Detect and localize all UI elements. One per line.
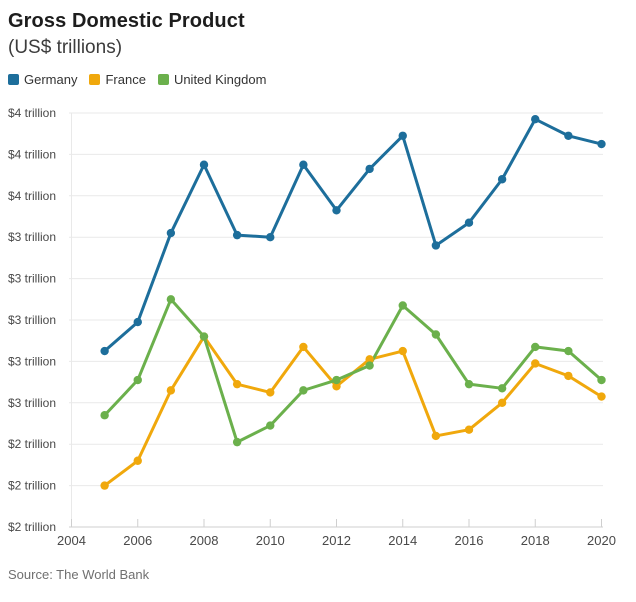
legend-label: Germany xyxy=(24,71,78,87)
x-tick-label: 2008 xyxy=(190,533,219,548)
x-tick-label: 2004 xyxy=(57,533,86,548)
x-tick-label: 2016 xyxy=(455,533,484,548)
data-point-france-2011 xyxy=(299,342,308,352)
data-point-united-kingdom-2018 xyxy=(531,342,540,352)
legend-item-united-kingdom: United Kingdom xyxy=(157,71,267,87)
data-point-france-2017 xyxy=(497,398,507,407)
line-chart: $4 trillion $4 trillion $4 trillion $3 tril… xyxy=(8,106,616,548)
data-point-united-kingdom-2009 xyxy=(232,437,242,447)
y-tick-label: $3 trillion xyxy=(8,354,56,368)
data-point-united-kingdom-2007 xyxy=(166,295,176,304)
data-point-germany-2006 xyxy=(133,317,142,327)
legend-label: France xyxy=(105,71,146,87)
x-tick-label: 2006 xyxy=(123,533,152,548)
x-tick-label: 2020 xyxy=(587,533,616,548)
gdp-chart-card: Gross Domestic Product (US$ trillions) G… xyxy=(0,8,636,602)
data-point-germany-2005 xyxy=(100,346,109,356)
y-tick-label: $4 trillion xyxy=(8,147,56,161)
data-point-united-kingdom-2019 xyxy=(564,346,573,356)
data-point-united-kingdom-2012 xyxy=(332,375,341,385)
chart-subtitle: (US$ trillions) xyxy=(8,37,123,58)
y-tick-label: $3 trillion xyxy=(8,313,56,327)
data-point-united-kingdom-2015 xyxy=(431,330,441,339)
x-tick-label: 2010 xyxy=(256,533,285,548)
data-point-united-kingdom-2020 xyxy=(597,375,606,385)
data-point-france-2014 xyxy=(398,346,407,356)
y-tick-label: $2 trillion xyxy=(8,437,56,451)
data-point-france-2016 xyxy=(464,425,474,434)
data-point-france-2005 xyxy=(100,481,109,490)
data-point-germany-2007 xyxy=(166,228,176,238)
legend-label: United Kingdom xyxy=(173,71,267,87)
legend-swatch-united-kingdom xyxy=(157,73,169,85)
data-point-united-kingdom-2011 xyxy=(299,386,308,395)
data-point-france-2015 xyxy=(431,431,441,441)
data-point-germany-2009 xyxy=(232,230,242,240)
source-note: Source: The World Bank xyxy=(8,567,150,582)
data-point-germany-2010 xyxy=(266,233,275,242)
legend-swatch-germany xyxy=(8,73,19,85)
legend-swatch-france xyxy=(89,73,101,85)
data-point-united-kingdom-2008 xyxy=(199,332,209,341)
data-point-france-2006 xyxy=(133,456,142,465)
data-point-united-kingdom-2005 xyxy=(100,411,109,420)
data-point-united-kingdom-2013 xyxy=(365,361,374,370)
y-tick-label: $3 trillion xyxy=(8,272,56,286)
data-point-france-2010 xyxy=(266,388,275,397)
data-point-france-2018 xyxy=(531,359,540,368)
data-point-germany-2019 xyxy=(564,131,573,140)
chart-title: Gross Domestic Product xyxy=(8,10,245,32)
data-point-united-kingdom-2006 xyxy=(133,375,142,385)
data-point-france-2020 xyxy=(597,392,606,401)
data-point-germany-2008 xyxy=(199,160,209,169)
y-tick-label: $2 trillion xyxy=(8,479,56,493)
data-point-germany-2014 xyxy=(398,131,407,140)
data-point-germany-2018 xyxy=(531,115,540,124)
data-point-germany-2017 xyxy=(497,175,507,184)
data-point-france-2019 xyxy=(564,371,573,381)
legend-item-france: France xyxy=(89,71,146,87)
x-tick-label: 2018 xyxy=(521,533,550,548)
data-point-united-kingdom-2016 xyxy=(464,379,474,389)
data-point-france-2009 xyxy=(232,379,242,389)
data-point-united-kingdom-2017 xyxy=(497,384,507,393)
data-point-germany-2013 xyxy=(365,164,374,174)
y-tick-label: $4 trillion xyxy=(8,189,56,203)
data-point-france-2007 xyxy=(166,386,176,395)
data-point-united-kingdom-2014 xyxy=(398,301,407,310)
y-tick-label: $3 trillion xyxy=(8,396,56,410)
x-tick-label: 2014 xyxy=(388,533,417,548)
data-point-germany-2020 xyxy=(597,139,606,149)
y-tick-label: $2 trillion xyxy=(8,520,56,534)
data-point-germany-2012 xyxy=(332,206,341,215)
data-point-germany-2015 xyxy=(431,241,441,250)
legend: Germany France United Kingdom xyxy=(8,71,636,87)
data-point-france-2012 xyxy=(332,382,341,391)
data-point-united-kingdom-2010 xyxy=(266,421,275,430)
series-line-germany xyxy=(103,117,603,353)
data-point-germany-2016 xyxy=(464,218,474,227)
legend-item-germany: Germany xyxy=(8,72,77,87)
y-tick-label: $4 trillion xyxy=(8,106,56,120)
y-tick-label: $3 trillion xyxy=(8,230,56,244)
data-point-germany-2011 xyxy=(299,160,308,169)
x-tick-label: 2012 xyxy=(322,533,351,548)
series-line-united-kingdom xyxy=(103,297,603,444)
data-point-france-2013 xyxy=(365,355,374,364)
